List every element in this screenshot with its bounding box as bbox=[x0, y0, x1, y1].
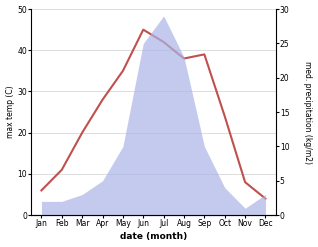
X-axis label: date (month): date (month) bbox=[120, 232, 187, 242]
Y-axis label: med. precipitation (kg/m2): med. precipitation (kg/m2) bbox=[303, 61, 313, 164]
Y-axis label: max temp (C): max temp (C) bbox=[5, 86, 15, 138]
